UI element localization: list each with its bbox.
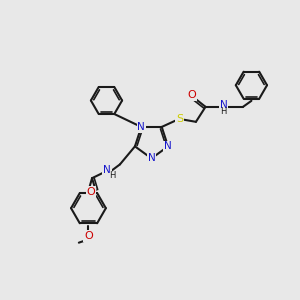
Text: N: N xyxy=(164,141,172,152)
Text: H: H xyxy=(109,171,115,180)
Text: O: O xyxy=(188,90,196,100)
Text: N: N xyxy=(103,165,111,176)
Text: N: N xyxy=(220,100,227,110)
Text: S: S xyxy=(176,114,183,124)
Text: N: N xyxy=(137,122,145,132)
Text: O: O xyxy=(84,231,93,241)
Text: H: H xyxy=(220,107,227,116)
Text: O: O xyxy=(86,187,95,197)
Text: N: N xyxy=(148,153,155,164)
